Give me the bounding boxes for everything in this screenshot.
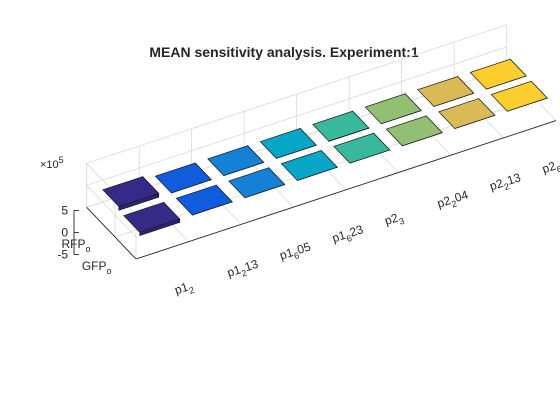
bar-top [123, 201, 181, 233]
x-tick-label: p1623 [330, 222, 366, 248]
bar-RFP-4 [312, 110, 370, 142]
bar-top [385, 115, 443, 147]
z-tick-label: 0 [61, 226, 68, 240]
bar-top [280, 150, 338, 181]
x-tick-label: p1213 [225, 257, 261, 283]
bar-RFP-7 [469, 58, 527, 90]
z-multiplier-exponent: 5 [59, 155, 64, 165]
bars [102, 58, 548, 237]
bar-top [490, 80, 548, 112]
bar-GFP-5 [385, 115, 443, 147]
axes [73, 120, 557, 260]
bar-RFP-0 [102, 175, 160, 211]
z-multiplier: ×105 [40, 155, 64, 171]
bar-top [469, 58, 527, 90]
x-tick-label: p23 [383, 209, 406, 231]
bar-GFP-0 [123, 201, 181, 237]
grid-line [86, 185, 137, 238]
bar-top [175, 184, 233, 216]
x-tick-label: p2613 [540, 153, 560, 179]
y-tick-label: RFPo [61, 237, 90, 254]
bar-RFP-1 [154, 162, 212, 194]
z-tick-label: -5 [57, 248, 68, 262]
bar-RFP-6 [417, 75, 475, 107]
z-tick-label: 5 [61, 204, 68, 218]
x-tick-label: p1605 [278, 239, 314, 265]
bar-GFP-7 [490, 80, 548, 112]
bar-GFP-2 [228, 166, 286, 199]
x-tick-label: p2213 [488, 170, 524, 196]
y-axis-line [86, 206, 137, 260]
tick-labels: 5 0 -5 ×105 p12 p1213 p1605 p1623 p23 p2204 p2213 p… [40, 153, 560, 300]
bar-top [102, 176, 160, 207]
bar-top [333, 132, 391, 164]
bar-top [417, 76, 475, 107]
bar-top [154, 162, 212, 194]
bar-top [312, 110, 370, 142]
bar-top [228, 167, 286, 199]
y-tick-label: GFPo [82, 259, 112, 276]
bar-GFP-1 [175, 184, 233, 216]
bar-RFP-2 [207, 144, 265, 177]
bar-RFP-3 [259, 127, 317, 159]
x-tick-label: p2204 [435, 187, 471, 213]
bar-top [438, 98, 496, 129]
bar-GFP-4 [333, 132, 391, 164]
x-tick-label: p12 [173, 278, 196, 300]
bar-RFP-5 [364, 92, 422, 125]
bar-top [207, 145, 265, 177]
x-axis-line [135, 120, 557, 260]
bar-GFP-6 [438, 97, 496, 130]
chart-title: MEAN sensitivity analysis. Experiment:1 [149, 44, 418, 60]
bar-top [259, 127, 317, 159]
bar-GFP-3 [280, 149, 338, 181]
bar-top [364, 93, 422, 125]
grid-line [86, 46, 507, 186]
grid-line [86, 24, 507, 164]
